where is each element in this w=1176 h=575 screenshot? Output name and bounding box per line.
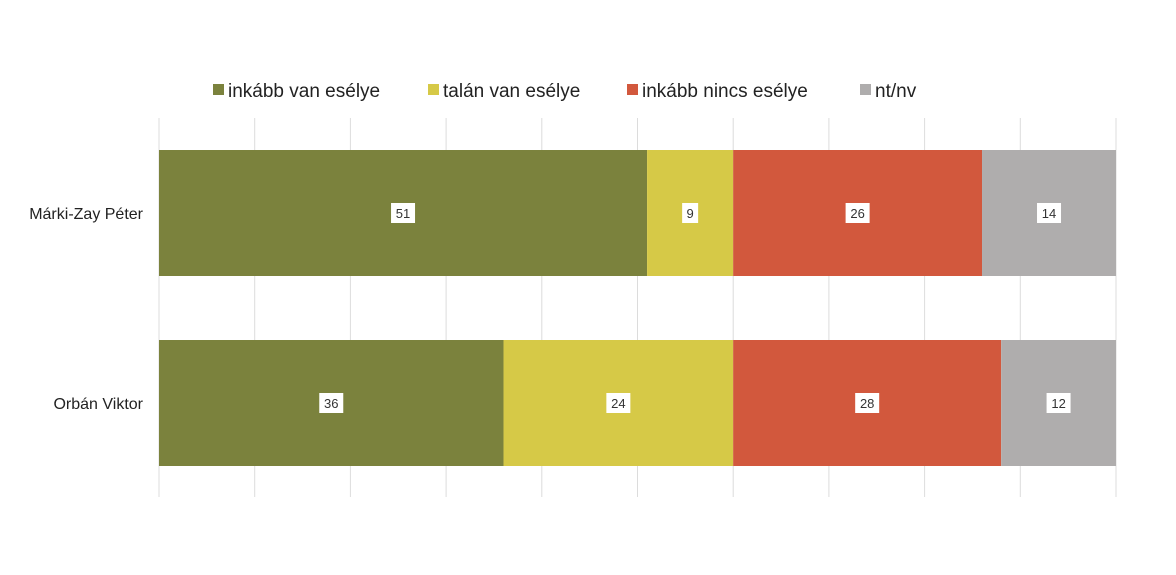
data-label: 14 — [1042, 206, 1056, 221]
data-label-box — [606, 393, 631, 413]
data-label: 28 — [860, 396, 874, 411]
category-label: Márki-Zay Péter — [29, 206, 143, 223]
data-label: 12 — [1051, 396, 1065, 411]
legend-label: talán van esélye — [443, 81, 580, 102]
data-label: 9 — [687, 206, 694, 221]
legend-label: inkább nincs esélye — [642, 81, 808, 102]
data-label: 36 — [324, 396, 338, 411]
legend-swatch — [213, 84, 224, 95]
legend-label: inkább van esélye — [228, 81, 380, 102]
data-label: 51 — [396, 206, 410, 221]
legend-label: nt/nv — [875, 81, 917, 102]
category-label: Orbán Viktor — [53, 396, 143, 413]
legend-swatch — [428, 84, 439, 95]
data-label-box — [682, 203, 699, 223]
legend-swatch — [860, 84, 871, 95]
legend-swatch — [627, 84, 638, 95]
data-label: 24 — [611, 396, 625, 411]
data-label-box — [845, 203, 870, 223]
data-label-box — [391, 203, 416, 223]
data-label-box — [855, 393, 880, 413]
data-label-box — [319, 393, 344, 413]
data-label: 26 — [850, 206, 864, 221]
data-label-box — [1046, 393, 1071, 413]
data-label-box — [1037, 203, 1062, 223]
